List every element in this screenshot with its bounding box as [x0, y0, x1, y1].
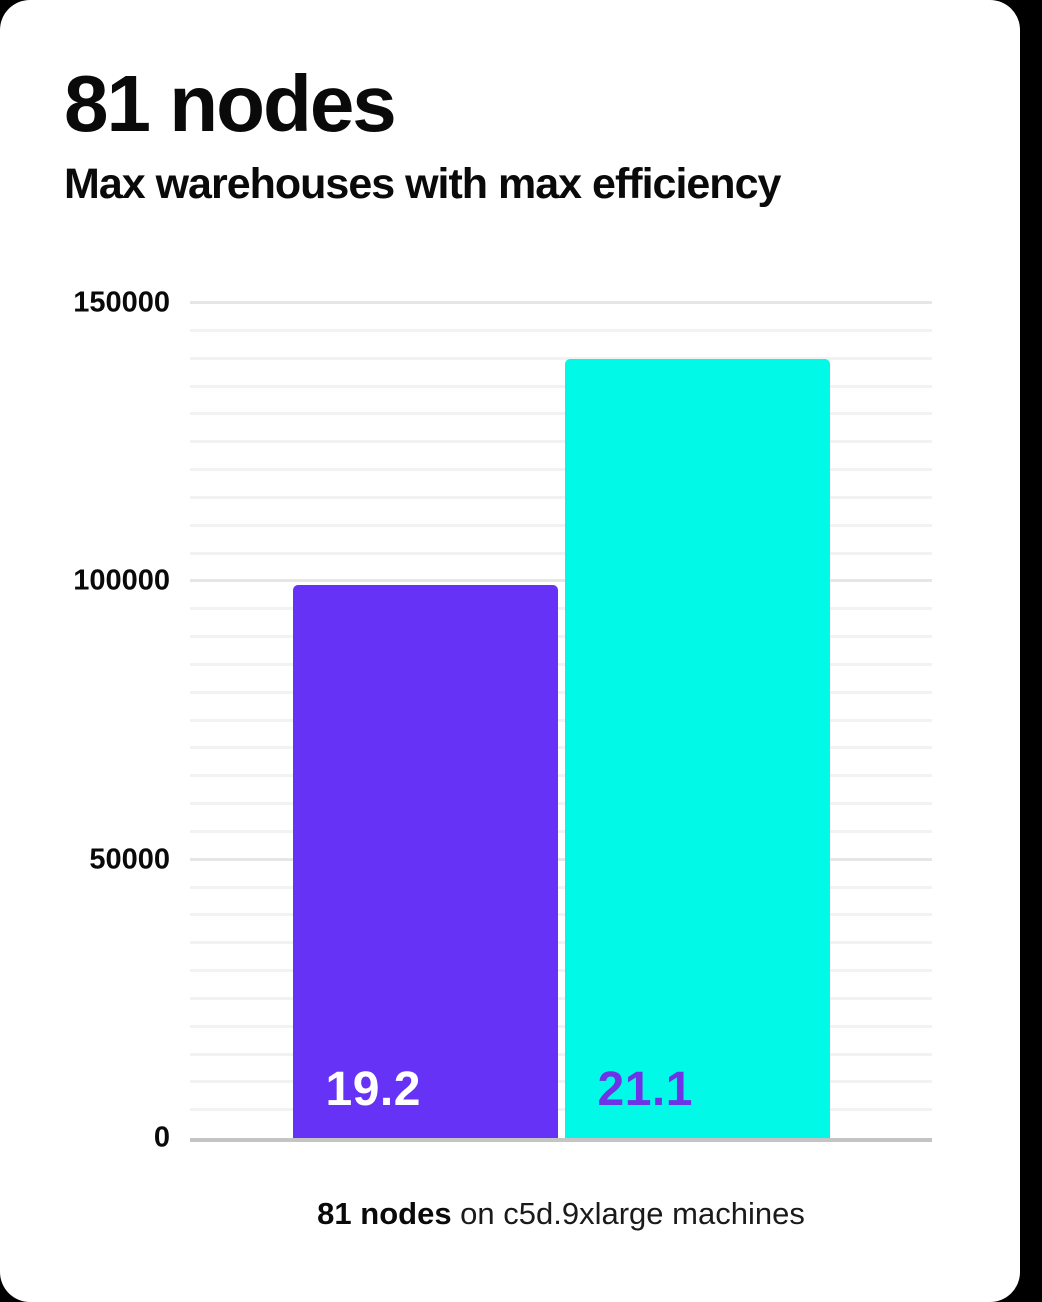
gridline-minor: [190, 1052, 932, 1056]
gridline-minor: [190, 885, 932, 889]
gridline-minor: [190, 356, 932, 360]
y-tick-label: 50000: [89, 843, 170, 876]
gridline-minor: [190, 328, 932, 332]
gridline-major: [190, 301, 932, 304]
gridline-minor: [190, 635, 932, 638]
caption-bold-text: 81 nodes: [317, 1196, 452, 1231]
x-axis-line: [190, 1138, 932, 1142]
gridline-minor: [190, 802, 932, 805]
gridline-minor: [190, 523, 932, 527]
gridline-major: [190, 857, 932, 861]
chart-caption: 81 nodes on c5d.9xlarge machines: [190, 1196, 932, 1232]
bar-21.1: 21.1: [564, 358, 830, 1138]
gridline-minor: [190, 662, 932, 666]
gridline-minor: [190, 718, 932, 722]
gridline-minor: [190, 1108, 932, 1112]
y-axis: 0 50000 100000 150000: [0, 287, 170, 1154]
gridline-minor: [190, 996, 932, 1000]
gridline-minor: [190, 746, 932, 750]
gridline-minor: [190, 941, 932, 945]
y-tick-label: 0: [153, 1121, 170, 1154]
gridline-minor: [190, 913, 932, 917]
gridline-minor: [190, 1024, 932, 1028]
page-subtitle: Max warehouses with max efficiency: [64, 160, 781, 208]
bar-value-label: 21.1: [597, 1063, 693, 1116]
gridline-minor: [190, 384, 932, 388]
bar-value-label: 19.2: [325, 1063, 421, 1116]
y-tick-label: 150000: [73, 286, 170, 319]
gridline-minor: [190, 969, 932, 972]
gridline-minor: [190, 440, 932, 444]
gridline-minor: [190, 690, 932, 694]
gridline-minor: [190, 468, 932, 471]
gridline-minor: [190, 495, 932, 499]
bar-19.2: 19.2: [292, 585, 558, 1138]
gridline-minor: [190, 829, 932, 833]
gridline-major: [190, 579, 932, 583]
caption-regular-text: on c5d.9xlarge machines: [451, 1196, 805, 1231]
gridline-minor: [190, 607, 932, 611]
plot-area: 19.2 21.1: [190, 301, 932, 1142]
gridline-minor: [190, 1080, 932, 1084]
gridline-minor: [190, 551, 932, 555]
y-tick-label: 100000: [73, 564, 170, 597]
chart-card: 81 nodes Max warehouses with max efficie…: [0, 0, 1020, 1302]
gridline-minor: [190, 412, 932, 416]
gridline-minor: [190, 774, 932, 778]
page-title: 81 nodes: [64, 59, 397, 148]
